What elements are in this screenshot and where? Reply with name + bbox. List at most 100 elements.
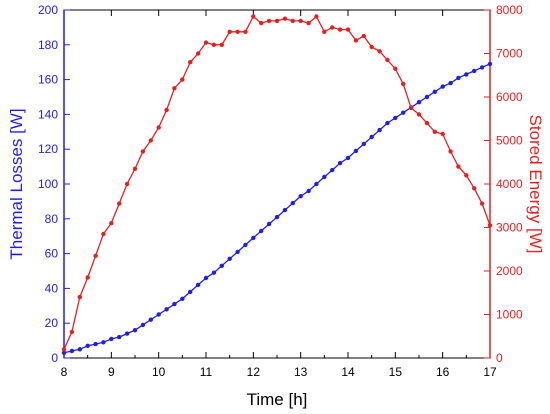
thermal-losses-point (259, 228, 264, 234)
stored-energy-point (101, 231, 106, 237)
stored-energy-point (164, 107, 169, 113)
left-y-tick-label: 180 (38, 38, 58, 52)
right-y-tick-label: 7000 (496, 47, 523, 61)
x-tick-label: 8 (61, 365, 68, 379)
thermal-losses-point (93, 341, 98, 347)
stored-energy-point (440, 131, 445, 137)
stored-energy-point (290, 18, 295, 24)
stored-energy-point (148, 138, 153, 143)
stored-energy-point (235, 29, 240, 34)
left-y-axis-title: Thermal Losses [W] (7, 108, 26, 259)
stored-energy-point (424, 120, 430, 126)
thermal-losses-point (140, 322, 146, 328)
stored-energy-point (266, 18, 272, 24)
stored-energy-point (432, 129, 437, 134)
left-y-tick-label: 60 (45, 247, 59, 261)
stored-energy-point (156, 125, 161, 130)
stored-energy-point (345, 27, 351, 32)
thermal-losses-point (156, 312, 161, 317)
stored-energy-point (188, 60, 193, 65)
thermal-losses-point (345, 155, 351, 161)
stored-energy-point (487, 223, 493, 228)
thermal-losses-point (377, 127, 382, 133)
x-tick-label: 14 (341, 365, 355, 379)
thermal-losses-point (235, 249, 240, 255)
x-tick-label: 10 (152, 365, 166, 379)
stored-energy-point (243, 29, 248, 34)
left-y-tick-label: 0 (51, 351, 58, 365)
stored-energy-point (274, 18, 280, 24)
stored-energy-point (124, 181, 130, 187)
thermal-losses-point (251, 235, 256, 241)
stored-energy-point (282, 16, 288, 21)
thermal-losses-point (322, 174, 327, 180)
left-y-axis-ticks: 0 20 40 60 80 100 120 140 160 180 200 (38, 3, 70, 365)
left-y-tick-label: 200 (38, 3, 58, 17)
stored-energy-point (61, 347, 67, 352)
stored-energy-point (203, 40, 209, 45)
stored-energy-point (416, 112, 422, 117)
x-tick-label: 17 (483, 365, 497, 379)
stored-energy-point (227, 29, 232, 34)
right-y-tick-label: 0 (496, 351, 503, 365)
thermal-losses-point (164, 307, 169, 312)
thermal-losses-point (416, 100, 422, 105)
thermal-losses-point (188, 289, 193, 295)
thermal-losses-point (314, 181, 319, 187)
left-y-tick-label: 20 (45, 316, 59, 330)
stored-energy-point (172, 86, 177, 91)
thermal-losses-point (385, 120, 390, 126)
stored-energy-point (219, 42, 224, 47)
x-tick-label: 12 (247, 365, 261, 379)
stored-energy-point (385, 57, 390, 63)
stored-energy-point (306, 20, 311, 26)
thermal-losses-point (487, 61, 493, 67)
thermal-losses-point (464, 72, 469, 77)
stored-energy-point (337, 27, 343, 32)
thermal-losses-point (424, 94, 430, 100)
thermal-losses-point (274, 214, 280, 220)
stored-energy-point (456, 164, 461, 169)
thermal-losses-point (330, 167, 335, 173)
thermal-losses-point (69, 348, 75, 354)
thermal-losses-point (243, 242, 248, 248)
thermal-losses-point (353, 148, 359, 154)
right-y-tick-label: 3000 (496, 221, 523, 235)
stored-energy-point (472, 186, 477, 191)
thermal-losses-point (109, 336, 114, 342)
stored-energy-point (77, 294, 83, 300)
thermal-losses-point (479, 65, 485, 70)
thermal-losses-point (361, 141, 366, 147)
series-layer (61, 14, 493, 355)
thermal-losses-point (337, 160, 343, 166)
stored-energy-point (195, 51, 201, 56)
thermal-losses-point (401, 110, 406, 115)
right-y-tick-label: 1000 (496, 308, 523, 322)
thermal-losses-point (180, 296, 185, 301)
thermal-losses-point (124, 331, 130, 336)
stored-energy-point (330, 25, 335, 30)
right-y-axis-ticks: 0 1000 2000 3000 4000 5000 6000 7000 8000 (484, 3, 523, 365)
thermal-losses-point (132, 328, 138, 333)
thermal-losses-point (117, 334, 122, 340)
thermal-losses-point (290, 200, 295, 206)
stored-energy-point (448, 149, 453, 154)
left-y-tick-label: 80 (45, 212, 59, 226)
thermal-losses-point (211, 270, 217, 275)
thermal-losses-point (195, 282, 201, 288)
stored-energy-point (93, 253, 98, 258)
left-y-tick-label: 160 (38, 73, 58, 87)
thermal-losses-point (172, 301, 177, 307)
thermal-losses-point (369, 134, 374, 140)
thermal-losses-point (101, 340, 106, 345)
right-y-tick-label: 2000 (496, 264, 523, 278)
stored-energy-point (69, 329, 75, 335)
left-y-tick-label: 100 (38, 177, 58, 191)
thermal-losses-point (266, 221, 272, 227)
left-y-tick-label: 140 (38, 107, 58, 121)
plot-area (63, 9, 491, 359)
stored-energy-point (251, 14, 256, 19)
stored-energy-point (180, 77, 185, 82)
stored-energy-point (401, 81, 406, 87)
